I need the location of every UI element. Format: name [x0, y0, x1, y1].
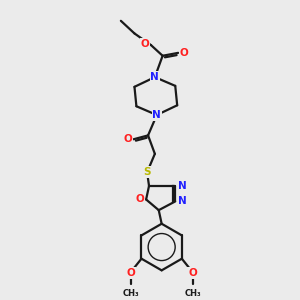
Text: O: O [141, 39, 149, 49]
Text: N: N [151, 72, 159, 82]
Text: O: O [123, 134, 132, 144]
Text: N: N [178, 181, 186, 191]
Text: CH₃: CH₃ [122, 289, 139, 298]
Text: CH₃: CH₃ [184, 289, 201, 298]
Text: N: N [152, 110, 161, 120]
Text: N: N [178, 196, 186, 206]
Text: O: O [126, 268, 135, 278]
Text: O: O [136, 194, 145, 205]
Text: S: S [143, 167, 151, 177]
Text: O: O [180, 48, 188, 58]
Text: O: O [188, 268, 197, 278]
